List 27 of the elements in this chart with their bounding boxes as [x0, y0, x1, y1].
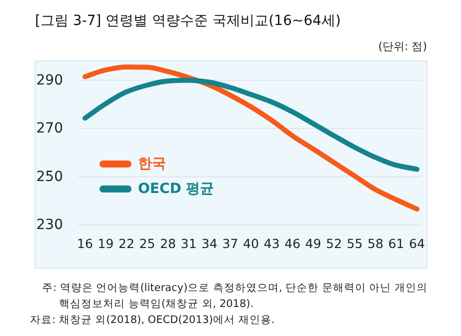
x-tick-label: 40 — [243, 236, 259, 251]
x-tick-label: 22 — [118, 236, 134, 251]
y-tick-label: 290 — [36, 72, 63, 88]
x-tick-label: 34 — [202, 236, 218, 251]
chart-title: [그림 3-7] 연령별 역량수준 국제비교(16~64세) — [35, 13, 341, 29]
x-tick-label: 28 — [160, 236, 176, 251]
x-tick-label: 43 — [264, 236, 280, 251]
x-tick-label: 25 — [139, 236, 156, 251]
x-tick-label: 46 — [284, 236, 300, 251]
legend-label: 한국 — [138, 156, 166, 172]
y-axis-title: (단위: 점) — [378, 40, 427, 53]
legend-label: OECD 평균 — [138, 181, 214, 197]
x-tick-label: 19 — [98, 236, 114, 251]
x-tick-label: 52 — [326, 236, 342, 251]
x-tick-label: 58 — [368, 236, 384, 251]
y-tick-label: 230 — [36, 217, 63, 233]
x-tick-label: 31 — [180, 236, 197, 251]
x-tick-label: 55 — [346, 236, 363, 251]
x-tick-label: 16 — [77, 236, 93, 251]
x-tick-label: 64 — [409, 236, 425, 251]
x-tick-label: 61 — [388, 236, 404, 251]
y-tick-label: 250 — [36, 168, 63, 185]
y-tick-label: 270 — [36, 120, 63, 137]
x-tick-label: 49 — [305, 236, 322, 251]
text: 주: 역량은 언어능력(literacy)으로 측정하였으며, 단순한 문해력이 아닌 개인의 핵심정보처리 능력임(채창균 외, 2018). — [42, 281, 429, 312]
x-tick-label: 37 — [222, 236, 238, 251]
text: 자료: 채창균 외(2018), OECD(2013)에서 재인용. — [30, 313, 276, 328]
